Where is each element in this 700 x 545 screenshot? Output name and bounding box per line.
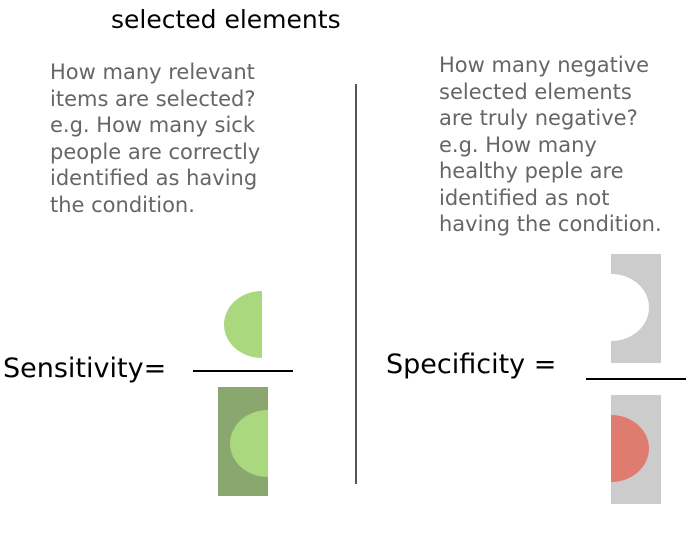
sensitivity-description: How many relevant items are selected? e.…: [50, 60, 261, 217]
specificity-fraction: [586, 254, 686, 504]
center-divider: [355, 84, 357, 484]
specificity-description: How many negative selected elements are …: [439, 53, 662, 236]
diagram-heading: selected elements: [111, 5, 341, 34]
specificity-denominator-false-positive-semicircle: [611, 415, 649, 482]
sensitivity-numerator-true-positive-semicircle: [224, 291, 262, 358]
sensitivity-fraction: [193, 291, 293, 496]
specificity-numerator-true-negative-semicircle: [611, 274, 649, 341]
sensitivity-label: Sensitivity=: [3, 353, 167, 384]
sensitivity-denominator-true-positive-semicircle: [230, 410, 268, 477]
specificity-label: Specificity =: [386, 349, 557, 380]
